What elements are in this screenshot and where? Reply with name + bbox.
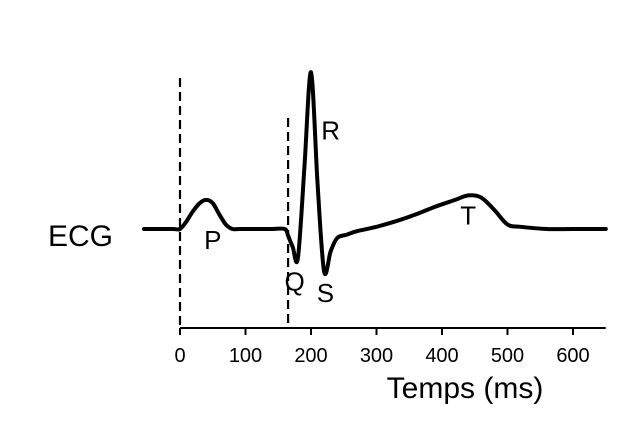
- x-axis-label: Temps (ms): [387, 372, 544, 405]
- wave-label-p: P: [204, 225, 221, 255]
- x-tick-label-200: 200: [294, 345, 327, 367]
- ecg-trace-layer: [142, 70, 608, 277]
- wave-label-s: S: [317, 278, 334, 308]
- x-tick-label-300: 300: [360, 345, 393, 367]
- wave-label-q: Q: [285, 267, 305, 297]
- ecg-trace-line: [142, 70, 608, 277]
- x-tick-label-500: 500: [491, 345, 524, 367]
- wave-annotations: P Q R S T: [204, 115, 476, 307]
- x-tick-label-0: 0: [174, 345, 185, 367]
- x-tick-label-600: 600: [556, 345, 589, 367]
- vertical-markers: [178, 78, 290, 328]
- x-tick-label-400: 400: [425, 345, 458, 367]
- x-tick-label-100: 100: [229, 345, 262, 367]
- x-axis-ticks: 0 100 200 300 400 500 600: [174, 328, 590, 367]
- series-label: ECG: [48, 220, 113, 253]
- wave-label-t: T: [460, 201, 476, 231]
- wave-label-r: R: [321, 115, 340, 145]
